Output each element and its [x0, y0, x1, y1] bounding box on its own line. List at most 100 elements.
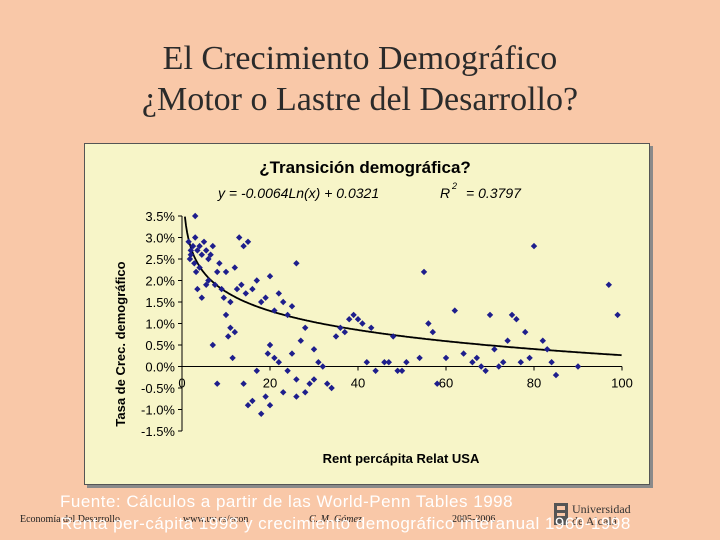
data-point: [306, 380, 313, 387]
data-point: [249, 285, 256, 293]
data-point: [238, 281, 245, 288]
data-point: [240, 380, 247, 387]
chart-r2-exponent: 2: [451, 181, 457, 191]
data-point: [302, 324, 309, 331]
data-point: [225, 333, 232, 340]
data-point: [530, 242, 538, 250]
data-point: [398, 367, 406, 374]
y-tick-label: 2.5%: [145, 252, 175, 267]
y-tick-label: 2.0%: [145, 274, 175, 289]
data-points: [185, 212, 621, 417]
data-point: [205, 277, 212, 284]
y-tick-label: 3.0%: [145, 231, 175, 246]
data-point: [403, 359, 410, 366]
data-point: [526, 354, 533, 362]
data-point: [227, 324, 234, 331]
data-point: [227, 298, 234, 306]
data-point: [508, 311, 516, 319]
x-tick-label: 60: [439, 376, 453, 391]
data-point: [222, 268, 230, 276]
slide-title: El Crecimiento Demográfico ¿Motor o Last…: [0, 38, 720, 120]
data-point: [229, 354, 236, 362]
data-point: [275, 290, 282, 297]
data-point: [372, 367, 379, 374]
data-point: [194, 247, 201, 254]
y-tick-label: -1.0%: [141, 403, 175, 418]
y-axis-label: Tasa de Crec. demográfico: [113, 261, 128, 426]
data-point: [262, 393, 269, 400]
data-point: [242, 290, 249, 297]
data-point: [275, 359, 282, 366]
trendline: [184, 216, 622, 357]
data-point: [191, 260, 198, 267]
data-point: [385, 359, 392, 366]
data-point: [280, 389, 287, 396]
data-point: [293, 260, 300, 267]
data-point: [332, 333, 340, 340]
data-point: [288, 303, 296, 310]
chart-r2-value: = 0.3797: [466, 185, 522, 201]
data-point: [491, 346, 498, 353]
data-point: [192, 268, 200, 276]
data-point: [271, 307, 278, 314]
data-point: [416, 354, 423, 362]
data-point: [192, 212, 199, 220]
slide-title-line2: ¿Motor o Lastre del Desarrollo?: [141, 81, 579, 118]
logo-text-line2: de Alcalá: [572, 514, 617, 528]
data-point: [297, 337, 304, 344]
data-point: [253, 367, 260, 374]
data-point: [500, 359, 507, 366]
data-point: [429, 328, 436, 336]
data-point: [293, 376, 300, 383]
data-point: [310, 346, 318, 353]
data-point: [249, 397, 256, 405]
data-point: [203, 247, 210, 254]
data-point: [486, 311, 494, 319]
data-point: [337, 324, 344, 331]
logo-text: Universidad de Alcalá: [572, 503, 631, 527]
data-point: [460, 350, 467, 357]
data-point: [504, 337, 511, 344]
data-point: [350, 311, 357, 319]
data-point: [293, 393, 300, 400]
data-point: [185, 238, 192, 245]
data-point: [425, 320, 432, 327]
y-tick-label: -1.5%: [141, 424, 175, 439]
trendline-group: [184, 216, 622, 357]
data-point: [574, 363, 582, 370]
data-point: [266, 402, 274, 409]
data-point: [207, 251, 214, 258]
data-point: [513, 316, 520, 323]
university-logo: [554, 503, 568, 525]
data-point: [302, 389, 309, 396]
y-tick-label: 0.5%: [145, 338, 175, 353]
data-point: [381, 359, 388, 366]
data-point: [368, 324, 375, 331]
slide-title-line1: El Crecimiento Demográfico: [162, 40, 558, 77]
data-point: [214, 380, 221, 387]
data-point: [548, 359, 555, 366]
chart-equation: y = -0.0064Ln(x) + 0.0321: [217, 185, 379, 201]
data-point: [253, 277, 260, 284]
y-tick-label: 1.0%: [145, 317, 175, 332]
data-point: [328, 384, 335, 392]
footer-year: 2005-2006: [452, 514, 496, 525]
data-point: [495, 363, 502, 370]
data-point: [346, 316, 353, 323]
data-point: [209, 341, 216, 349]
chart-frame: ¿Transición demográfica? y = -0.0064Ln(x…: [84, 143, 650, 485]
data-point: [544, 346, 551, 353]
data-point: [517, 359, 524, 366]
data-point: [198, 294, 205, 301]
data-point: [211, 281, 219, 288]
data-point: [324, 380, 331, 387]
data-point: [209, 242, 216, 250]
data-point: [266, 341, 274, 349]
y-tick-label: 3.5%: [145, 209, 175, 224]
data-point: [231, 264, 238, 271]
data-point: [222, 311, 230, 319]
chart-title: ¿Transición demográfica?: [259, 158, 471, 177]
chart-r2-label: R: [440, 185, 450, 201]
data-point: [231, 328, 238, 336]
logo-text-line1: Universidad: [572, 502, 631, 516]
